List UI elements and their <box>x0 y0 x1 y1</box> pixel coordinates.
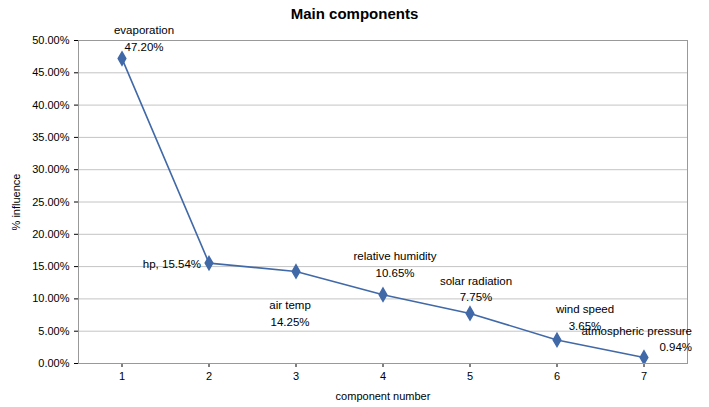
svg-text:5: 5 <box>467 370 473 382</box>
svg-text:3: 3 <box>293 370 299 382</box>
svg-text:7: 7 <box>641 370 647 382</box>
svg-text:atmospheric pressure0.94%: atmospheric pressure0.94% <box>581 325 692 354</box>
svg-text:20.00%: 20.00% <box>32 228 70 240</box>
svg-text:30.00%: 30.00% <box>32 163 70 175</box>
svg-text:50.00%: 50.00% <box>32 34 70 46</box>
svg-text:component number: component number <box>336 390 431 402</box>
svg-text:relative humidity10.65%: relative humidity10.65% <box>353 250 436 279</box>
svg-text:10.00%: 10.00% <box>32 292 70 304</box>
svg-text:6: 6 <box>554 370 560 382</box>
svg-text:35.00%: 35.00% <box>32 131 70 143</box>
svg-text:15.00%: 15.00% <box>32 260 70 272</box>
svg-text:air temp14.25%: air temp14.25% <box>269 299 311 328</box>
svg-text:2: 2 <box>206 370 212 382</box>
svg-text:5.00%: 5.00% <box>38 325 69 337</box>
svg-text:solar radiation7.75%: solar radiation7.75% <box>440 275 512 304</box>
svg-text:40.00%: 40.00% <box>32 99 70 111</box>
svg-text:45.00%: 45.00% <box>32 66 70 78</box>
svg-text:evaporation47.20%: evaporation47.20% <box>114 26 174 53</box>
svg-text:% influence: % influence <box>10 174 22 231</box>
svg-text:4: 4 <box>380 370 386 382</box>
svg-text:hp, 15.54%: hp, 15.54% <box>143 258 201 270</box>
svg-text:1: 1 <box>119 370 125 382</box>
svg-text:25.00%: 25.00% <box>32 196 70 208</box>
svg-text:0.00%: 0.00% <box>38 357 69 369</box>
